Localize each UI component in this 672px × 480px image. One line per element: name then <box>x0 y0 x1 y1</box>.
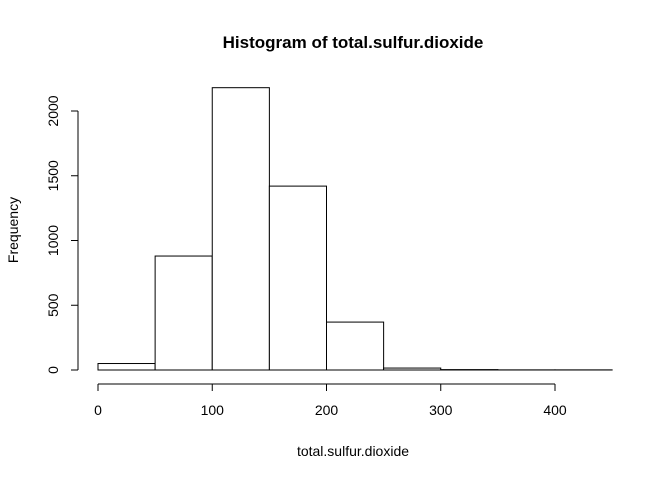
x-tick-label: 300 <box>429 402 453 418</box>
x-tick-label: 100 <box>201 402 225 418</box>
chart-title: Histogram of total.sulfur.dioxide <box>223 33 484 52</box>
y-tick-label: 1500 <box>45 160 61 191</box>
histogram-bar-5 <box>383 367 442 371</box>
y-tick-label: 0 <box>45 366 61 374</box>
histogram-bar-4 <box>326 321 385 371</box>
bars-group <box>97 87 613 371</box>
y-tick-label: 1000 <box>45 225 61 256</box>
x-tick-label: 0 <box>94 402 102 418</box>
histogram-bar-2 <box>211 87 270 371</box>
x-axis: 0 100 200 300 400 <box>94 383 567 418</box>
x-tick-label: 200 <box>315 402 339 418</box>
histogram-bar-1 <box>154 255 213 371</box>
y-axis: 0 500 1000 1500 2000 <box>45 95 79 374</box>
y-axis-label: Frequency <box>5 197 21 263</box>
x-tick-label: 400 <box>543 402 567 418</box>
y-tick-label: 2000 <box>45 95 61 126</box>
x-axis-label: total.sulfur.dioxide <box>297 443 409 459</box>
histogram-bar-0 <box>97 363 156 371</box>
histogram-bar-3 <box>268 185 327 371</box>
y-tick-label: 500 <box>45 293 61 317</box>
